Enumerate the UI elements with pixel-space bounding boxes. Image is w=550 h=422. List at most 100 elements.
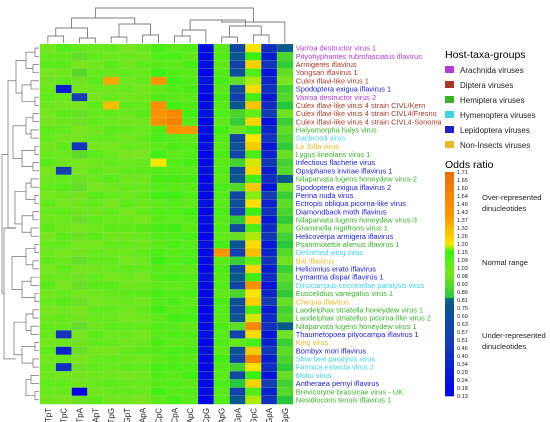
heatmap-cell xyxy=(276,232,294,241)
heatmap-cell xyxy=(150,150,167,159)
heatmap-cell xyxy=(55,76,73,86)
heatmap-cell xyxy=(118,150,136,159)
heatmap-cell xyxy=(118,305,136,315)
row-label: Thaumetopoea pityocampa iflavirus 1 xyxy=(296,330,419,339)
heatmap-cell xyxy=(55,240,73,249)
heatmap-cell xyxy=(166,142,183,151)
heatmap-cell xyxy=(134,313,152,323)
colorbar-segment xyxy=(445,342,454,346)
heatmap-cell xyxy=(134,101,152,110)
heatmap-cell xyxy=(182,272,199,282)
heatmap-cell xyxy=(213,256,231,266)
colorbar-tick-label: 0.81 xyxy=(457,298,468,304)
row-label: Euscelidius variegatus virus 1 xyxy=(296,289,393,298)
heatmap-cell xyxy=(182,346,199,356)
heatmap-cell xyxy=(166,109,183,119)
heatmap-cell xyxy=(134,174,152,184)
heatmap-cell xyxy=(87,354,104,364)
row-label: Moku virus xyxy=(296,371,332,380)
legend-title: Host-taxa-groups xyxy=(445,49,526,61)
colorbar-tick-label: 1.54 xyxy=(457,194,468,200)
heatmap-cell xyxy=(39,338,57,348)
colorbar-segment xyxy=(445,295,454,299)
colorbar-segment xyxy=(445,216,454,220)
colorbar-segment xyxy=(445,174,454,178)
heatmap-cell xyxy=(229,92,246,102)
heatmap-cell xyxy=(150,395,167,405)
heatmap-cell xyxy=(229,68,246,78)
heatmap-cell xyxy=(150,101,167,110)
row-label: Armigeres iflavirus xyxy=(296,60,357,69)
heatmap-cell xyxy=(71,76,88,86)
colorbar-segment xyxy=(445,233,454,237)
heatmap-cell xyxy=(118,207,136,217)
heatmap-cell xyxy=(213,76,231,86)
heatmap-cell xyxy=(245,313,262,323)
heatmap-cell xyxy=(118,109,136,119)
heatmap-cell xyxy=(197,232,215,241)
heatmap-cell xyxy=(118,395,136,405)
heatmap-cell xyxy=(55,158,73,168)
colorbar-tick-label: 0.34 xyxy=(457,362,468,368)
heatmap-cell xyxy=(134,232,152,241)
heatmap-cell xyxy=(71,223,88,233)
colorbar-segment xyxy=(445,188,454,192)
heatmap-cell xyxy=(55,346,73,356)
heatmap-cell xyxy=(39,305,57,315)
colorbar-segment xyxy=(445,186,454,190)
colorbar-range-label: dinucleotides xyxy=(482,342,527,351)
colorbar-segment xyxy=(445,376,454,380)
heatmap-cell xyxy=(87,232,104,241)
heatmap-cell xyxy=(150,158,167,168)
heatmap-cell xyxy=(245,362,262,372)
heatmap-cell xyxy=(134,92,152,102)
colorbar-segment xyxy=(445,312,454,316)
heatmap-cell xyxy=(261,272,278,282)
heatmap-cell xyxy=(229,158,246,168)
heatmap-cell xyxy=(276,387,294,397)
heatmap-cell xyxy=(87,109,104,119)
heatmap-cell xyxy=(166,223,183,233)
heatmap-cell xyxy=(261,232,278,241)
heatmap-cell xyxy=(150,240,167,249)
colorbar-tick-label: 0.18 xyxy=(457,386,468,392)
heatmap-cell xyxy=(261,117,278,127)
row-label: Culex iflavi-like virus 4 strain CIVL4-S… xyxy=(296,117,443,126)
heatmap-cell xyxy=(71,395,88,405)
heatmap-cell xyxy=(71,174,88,184)
heatmap-cell xyxy=(276,101,294,110)
row-label: Psammotettix alienus iflavirus 1 xyxy=(296,240,400,249)
heatmap-cell xyxy=(39,223,57,233)
heatmap-cell xyxy=(55,166,73,176)
heatmap-cell xyxy=(276,60,294,69)
heatmap-cell xyxy=(87,240,104,249)
heatmap-cell xyxy=(276,371,294,380)
heatmap-cell xyxy=(150,281,167,290)
heatmap-cell xyxy=(39,76,57,86)
heatmap-cell xyxy=(229,338,246,348)
heatmap-cell xyxy=(71,248,88,258)
heatmap-cell xyxy=(213,142,231,151)
heatmap-cell xyxy=(55,321,73,331)
heatmap-cell xyxy=(87,281,104,290)
heatmap-cell xyxy=(87,76,104,86)
colorbar-segment xyxy=(445,300,454,304)
heatmap-cell xyxy=(213,158,231,168)
heatmap-cell xyxy=(276,207,294,217)
heatmap-cell xyxy=(245,215,262,225)
heatmap-cell xyxy=(182,191,199,200)
colorbar-tick-label: 1.32 xyxy=(457,226,468,232)
heatmap-cell xyxy=(182,92,199,102)
heatmap-cell xyxy=(150,133,167,143)
row-label: Opsiphanes invirae iflavirus 1 xyxy=(296,166,393,175)
heatmap-cell xyxy=(87,256,104,266)
heatmap-cell xyxy=(118,297,136,307)
heatmap-cell xyxy=(134,109,152,119)
heatmap-cell xyxy=(166,281,183,290)
heatmap-cell xyxy=(118,387,136,397)
heatmap-cell xyxy=(39,264,57,274)
heatmap-cell xyxy=(245,321,262,331)
heatmap-cell xyxy=(182,215,199,225)
row-label: Spodoptera exigua iflavirus 1 xyxy=(296,85,391,94)
heatmap-cell xyxy=(213,371,231,380)
